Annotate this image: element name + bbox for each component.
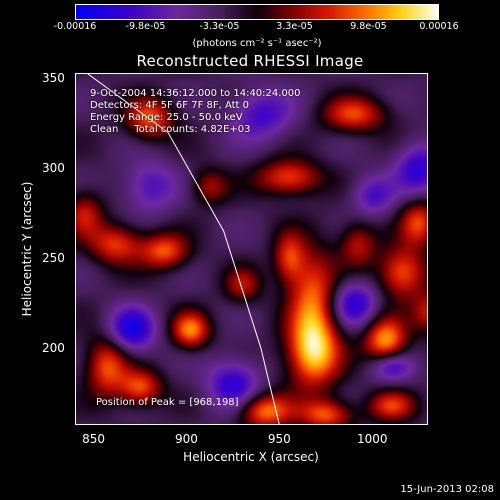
x-tick-label: 1000 (356, 432, 388, 446)
annotation-detectors: Detectors: 4F 5F 6F 7F 8F, Att 0 (90, 100, 250, 111)
colorbar-tick-label: -9.8e-05 (125, 21, 166, 32)
colorbar-tick-label: -3.3e-05 (199, 21, 240, 32)
heatmap-image (75, 73, 428, 425)
footer-timestamp: 15-Jun-2013 02:08 (400, 484, 494, 495)
y-axis-label: Heliocentric Y (arcsec) (20, 181, 34, 317)
annotation-peak-position: Position of Peak = [968,198] (96, 397, 239, 408)
colorbar-units: (photons cm⁻² s⁻¹ asec⁻²) (192, 38, 322, 49)
annotation-clean: Clean Total counts: 4.82E+03 (90, 124, 251, 135)
colorbar-tick-label: -0.00016 (53, 21, 97, 32)
colorbar-gradient (75, 4, 439, 20)
x-tick-label: 850 (82, 432, 106, 446)
y-tick-label: 350 (42, 71, 65, 86)
colorbar-tick-label: 9.8e-05 (350, 21, 387, 32)
y-tick-label: 250 (42, 250, 65, 265)
colorbar-tick-label: 0.00016 (419, 21, 459, 32)
x-axis-label: Heliocentric X (arcsec) (183, 450, 319, 464)
plot-area (75, 73, 428, 425)
y-tick-label: 300 (42, 161, 65, 176)
solar-limb-line (85, 73, 280, 425)
annotation-time-range: 9-Oct-2004 14:36:12.000 to 14:40:24.000 (90, 88, 301, 99)
x-tick-label: 900 (175, 432, 198, 446)
x-tick-label: 950 (267, 432, 291, 446)
colorbar-tick-label: 3.3e-05 (276, 21, 313, 32)
colorbar (75, 4, 439, 20)
limb-overlay (85, 73, 280, 425)
chart-title: Reconstructed RHESSI Image (136, 52, 364, 70)
y-tick-label: 200 (42, 340, 65, 355)
annotation-energy-range: Energy Range: 25.0 - 50.0 keV (90, 112, 243, 123)
